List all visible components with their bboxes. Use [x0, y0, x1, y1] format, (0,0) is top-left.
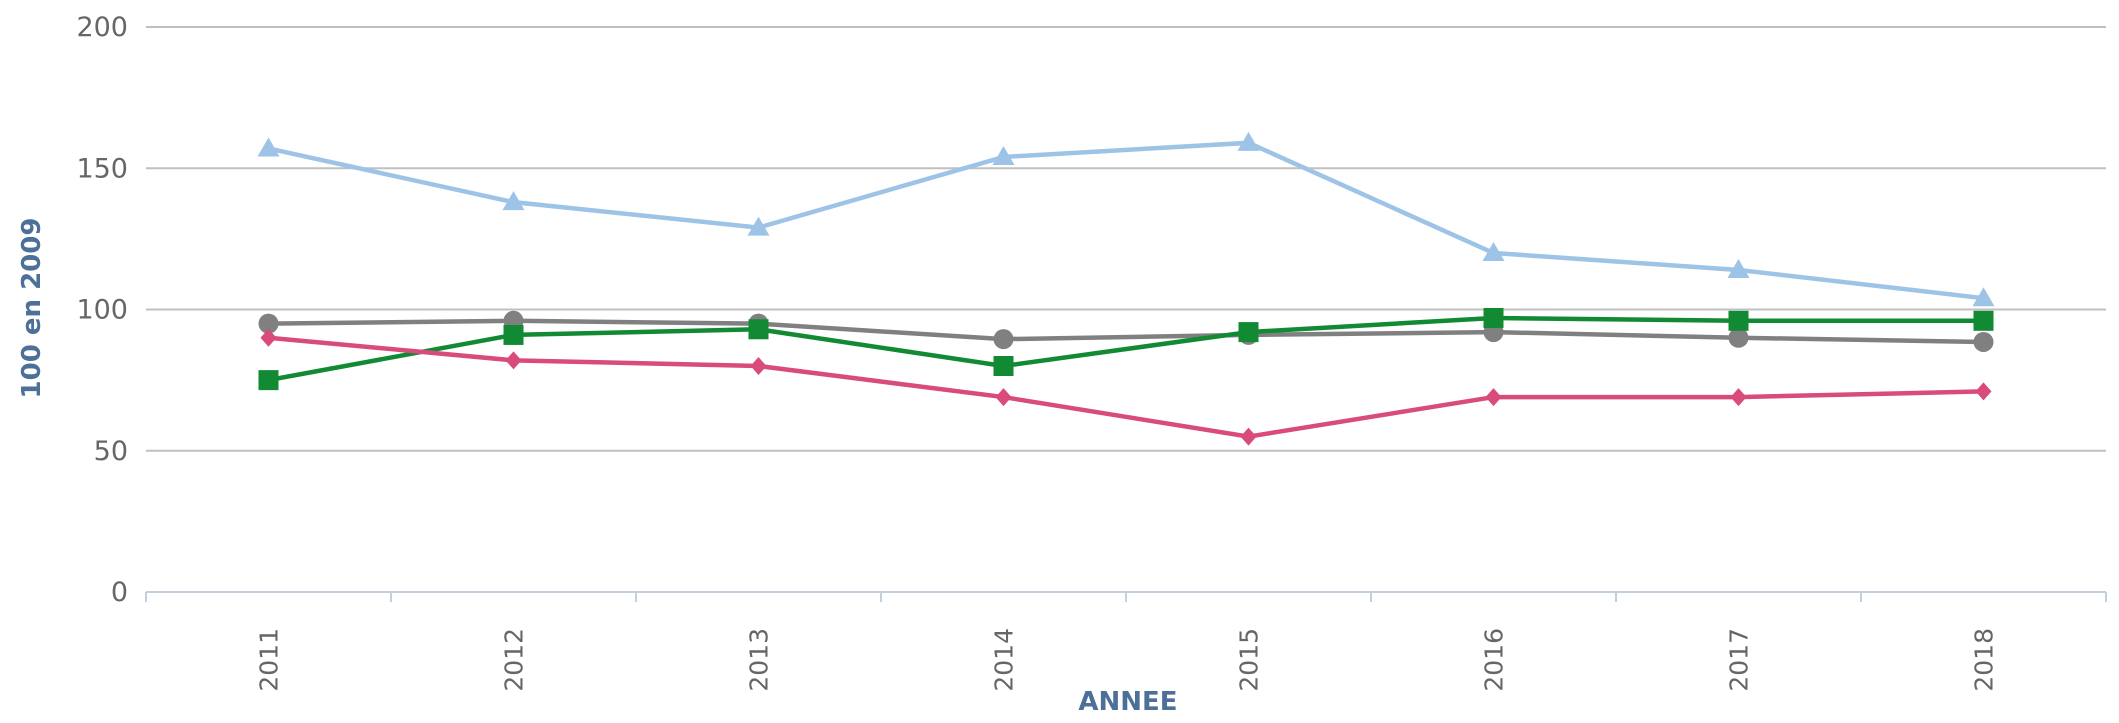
x-tick-label: 2014 — [990, 628, 1019, 692]
x-axis-title: ANNEE — [1078, 687, 1177, 717]
y-tick-label: 100 — [76, 295, 128, 326]
data-point — [1237, 131, 1260, 151]
series-line — [268, 140, 1984, 301]
y-tick-label: 200 — [76, 12, 128, 43]
data-point — [1240, 427, 1257, 446]
data-point — [258, 370, 279, 391]
data-point — [1972, 287, 1995, 307]
y-axis-title: 100 en 2009 — [17, 218, 47, 399]
x-tick-label: 2017 — [1725, 628, 1754, 692]
data-point — [992, 145, 1015, 165]
series-line — [268, 315, 1984, 383]
data-point — [1727, 258, 1750, 278]
data-point — [505, 351, 522, 370]
data-point — [1730, 388, 1747, 407]
data-point — [748, 319, 769, 340]
data-point — [503, 324, 524, 345]
x-tick-label: 2018 — [1970, 628, 1999, 692]
x-tick-label: 2016 — [1480, 628, 1509, 692]
data-point — [1483, 307, 1504, 328]
data-point — [1238, 322, 1259, 343]
data-point — [258, 313, 279, 334]
data-point — [995, 388, 1012, 407]
x-tick-label: 2012 — [500, 628, 529, 692]
y-tick-label: 150 — [76, 153, 128, 184]
series-line — [268, 335, 1984, 439]
data-point — [1973, 310, 1994, 331]
data-point — [1728, 310, 1749, 331]
data-point — [993, 329, 1014, 350]
data-point — [993, 356, 1014, 376]
x-tick-label: 2011 — [255, 628, 284, 692]
y-tick-label: 50 — [94, 436, 128, 467]
data-point — [750, 357, 767, 375]
data-point — [747, 216, 770, 236]
data-point — [502, 191, 525, 211]
data-point — [1975, 382, 1992, 401]
data-point — [260, 328, 277, 347]
x-tick-label: 2015 — [1235, 628, 1264, 692]
data-point — [257, 137, 280, 157]
y-tick-label: 0 — [111, 577, 128, 608]
data-point — [1728, 327, 1749, 348]
data-point — [1482, 242, 1505, 261]
data-point — [1973, 331, 1994, 352]
x-tick-label: 2013 — [745, 628, 774, 692]
data-point — [1485, 388, 1502, 407]
series-line — [268, 318, 1984, 345]
